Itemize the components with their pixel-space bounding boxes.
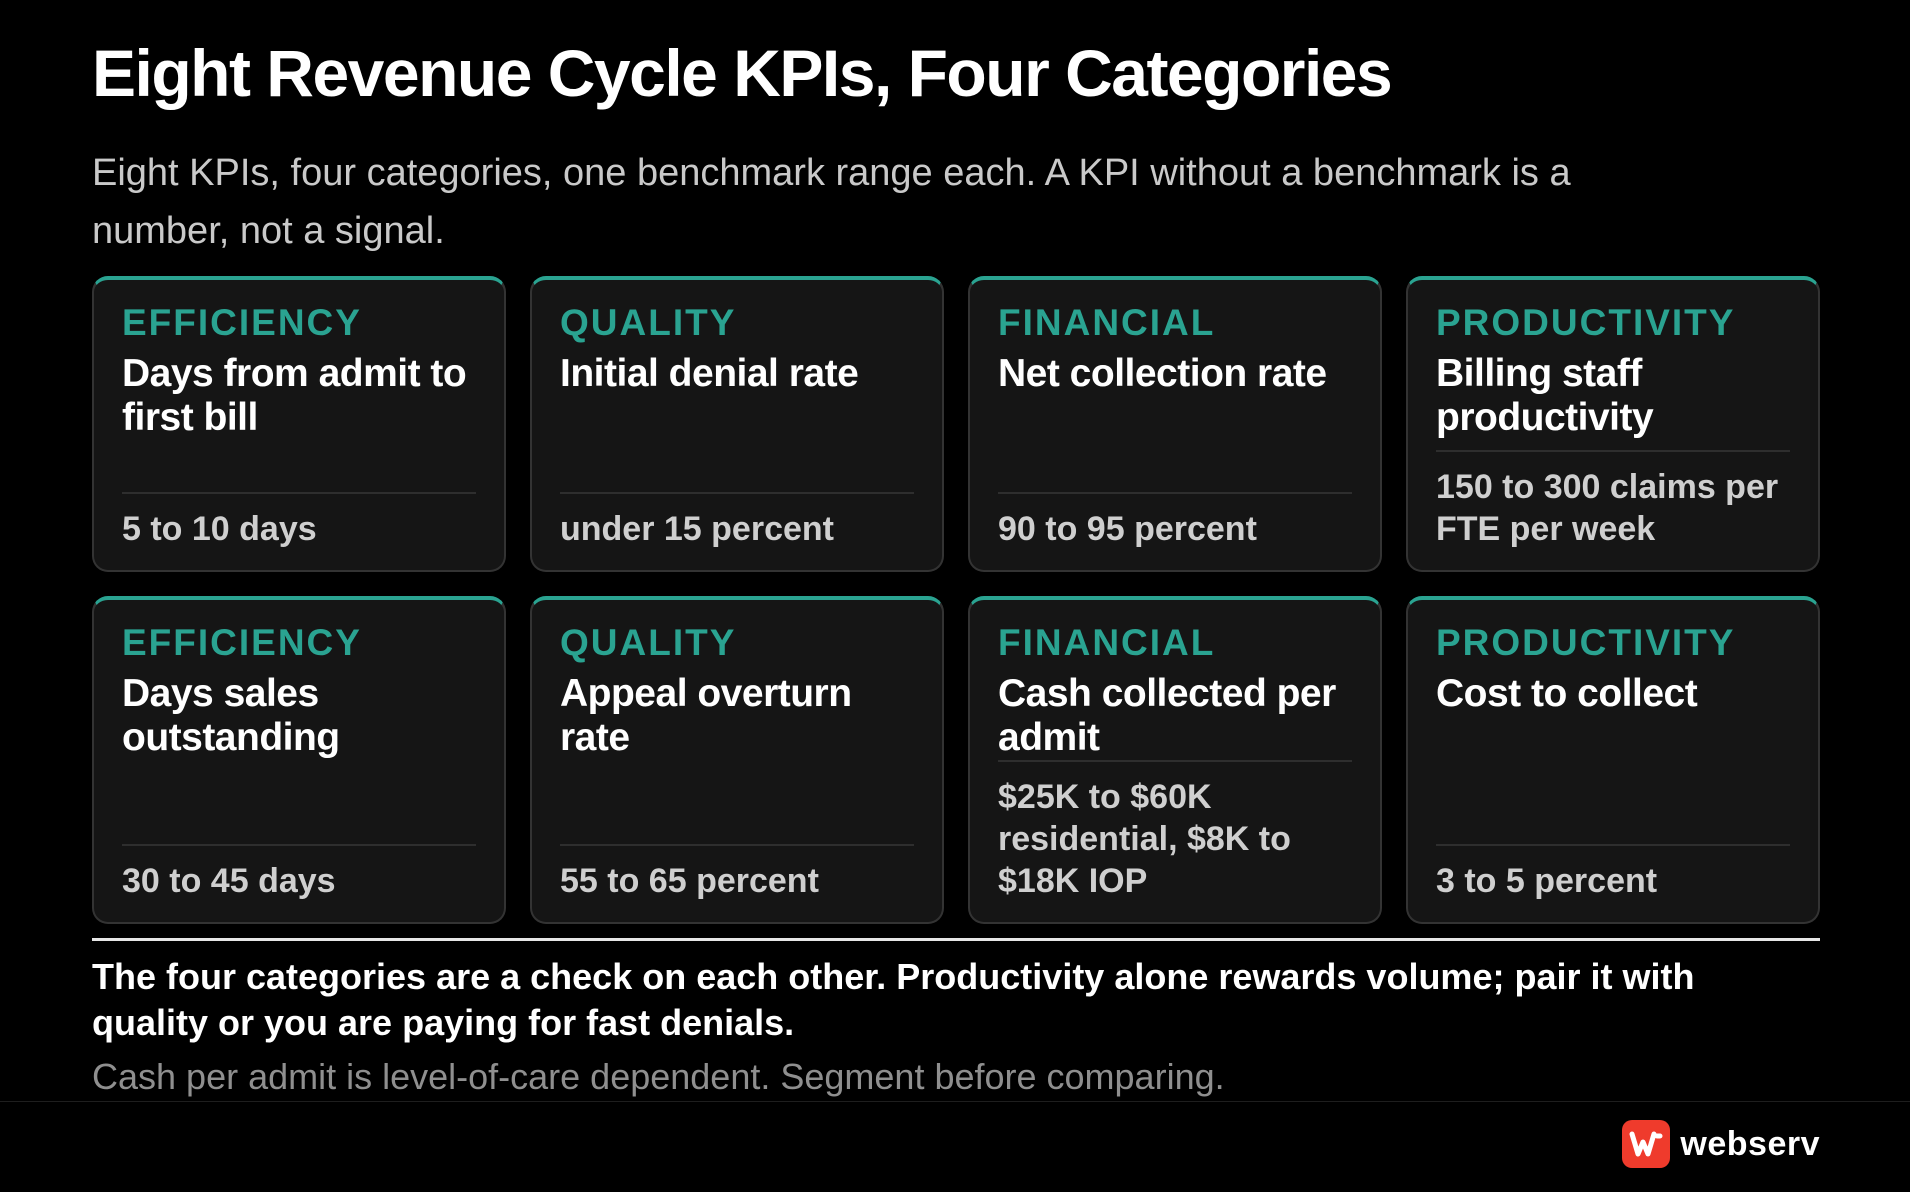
kpi-card: EFFICIENCY Days sales outstanding 30 to … (92, 596, 506, 924)
card-divider (560, 844, 914, 846)
card-divider (1436, 450, 1790, 452)
kpi-category: EFFICIENCY (122, 622, 362, 663)
kpi-card: PRODUCTIVITY Billing staff productivity … (1406, 276, 1820, 572)
kpi-category: QUALITY (560, 622, 737, 663)
kpi-name: Days from admit to first bill (122, 352, 467, 439)
kpi-name: Net collection rate (998, 352, 1327, 395)
card-divider (1436, 844, 1790, 846)
kpi-category: EFFICIENCY (122, 302, 362, 343)
kpi-benchmark: 55 to 65 percent (560, 862, 819, 900)
kpi-benchmark: 150 to 300 claims per FTE per week (1436, 468, 1779, 548)
footnote-text: Cash per admit is level-of-care dependen… (92, 1056, 1225, 1097)
kpi-card: PRODUCTIVITY Cost to collect 3 to 5 perc… (1406, 596, 1820, 924)
kpi-name: Billing staff productivity (1436, 352, 1654, 439)
kpi-card: QUALITY Initial denial rate under 15 per… (530, 276, 944, 572)
kpi-card: FINANCIAL Net collection rate 90 to 95 p… (968, 276, 1382, 572)
webserv-logo-icon (1622, 1120, 1671, 1168)
section-divider (92, 938, 1820, 941)
card-divider (998, 760, 1352, 762)
brand-name: webserv (1680, 1124, 1820, 1163)
kpi-benchmark: 30 to 45 days (122, 862, 336, 900)
kpi-benchmark: 5 to 10 days (122, 510, 317, 548)
kpi-category: QUALITY (560, 302, 737, 343)
kpi-card: FINANCIAL Cash collected per admit $25K … (968, 596, 1382, 924)
brand-logo: webserv (1622, 1120, 1820, 1168)
kpi-benchmark: under 15 percent (560, 510, 834, 548)
kpi-card: EFFICIENCY Days from admit to first bill… (92, 276, 506, 572)
card-divider (998, 492, 1352, 494)
kpi-card: QUALITY Appeal overturn rate 55 to 65 pe… (530, 596, 944, 924)
kpi-grid: EFFICIENCY Days from admit to first bill… (92, 276, 1820, 924)
page-title: Eight Revenue Cycle KPIs, Four Categorie… (92, 36, 1393, 110)
kpi-category: PRODUCTIVITY (1436, 302, 1736, 343)
kpi-benchmark: $25K to $60K residential, $8K to $18K IO… (998, 778, 1291, 900)
kpi-name: Cost to collect (1436, 672, 1698, 715)
takeaway-text: The four categories are a check on each … (92, 956, 1695, 1043)
card-divider (122, 492, 476, 494)
card-divider (122, 844, 476, 846)
kpi-name: Cash collected per admit (998, 672, 1336, 759)
page-subtitle: Eight KPIs, four categories, one benchma… (92, 152, 1571, 252)
kpi-name: Days sales outstanding (122, 672, 340, 759)
card-divider (560, 492, 914, 494)
kpi-benchmark: 90 to 95 percent (998, 510, 1257, 548)
footer-divider (0, 1101, 1910, 1102)
kpi-category: FINANCIAL (998, 302, 1216, 343)
kpi-name: Initial denial rate (560, 352, 859, 395)
kpi-benchmark: 3 to 5 percent (1436, 862, 1658, 900)
kpi-name: Appeal overturn rate (560, 672, 852, 759)
kpi-category: PRODUCTIVITY (1436, 622, 1736, 663)
kpi-category: FINANCIAL (998, 622, 1216, 663)
